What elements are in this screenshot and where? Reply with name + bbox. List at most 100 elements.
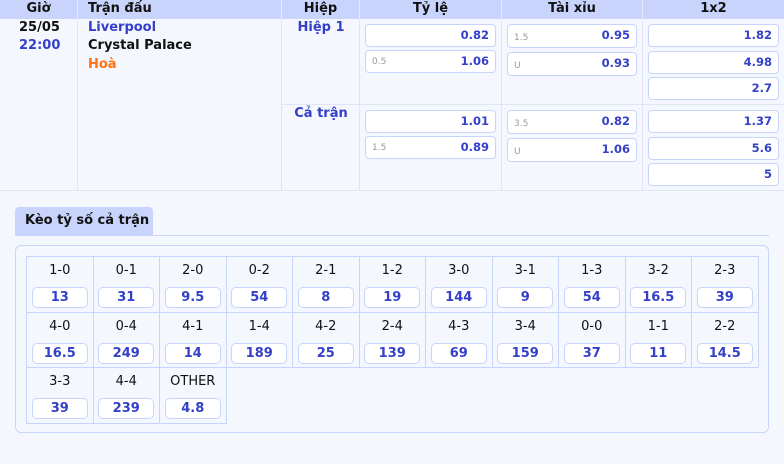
score-label: 1-2 (381, 263, 403, 278)
score-odds-button[interactable]: 9 (497, 287, 554, 308)
handicap-line: 0.5 (372, 57, 387, 67)
score-label: 3-0 (448, 263, 470, 278)
draw-label: Hoà (88, 57, 117, 72)
score-cell: 3-4 159 (492, 312, 559, 368)
score-label: 3-3 (49, 374, 71, 389)
score-odds-button[interactable]: 239 (98, 398, 155, 419)
overunder-odds-button[interactable]: 3.5 0.82 (507, 110, 637, 134)
score-cell: 2-0 9.5 (160, 257, 227, 313)
handicap-odds: 0.82 (460, 28, 489, 42)
overunder-odds-button[interactable]: U 0.93 (507, 52, 637, 76)
table-header: Giờ Trận đấu Hiệp Tỷ lệ Tài xỉu 1x2 (0, 0, 784, 19)
overunder-odds: 0.93 (601, 56, 630, 70)
1x2-odds-button[interactable]: 1.82 (648, 24, 779, 47)
score-odds-button[interactable]: 13 (31, 287, 88, 308)
score-odds-button[interactable]: 25 (297, 342, 354, 364)
score-odds-button[interactable]: 8 (297, 287, 354, 308)
score-cell: 1-3 54 (559, 257, 626, 313)
score-cell: 0-1 31 (93, 257, 160, 313)
score-odds-button[interactable]: 39 (31, 398, 88, 419)
overunder-line: 1.5 (514, 33, 529, 43)
score-odds-button[interactable]: 54 (231, 287, 288, 308)
score-odds-button[interactable]: 14.5 (696, 342, 753, 364)
handicap-odds: 1.01 (460, 114, 489, 128)
score-label: 2-4 (381, 318, 403, 334)
score-odds-button[interactable]: 159 (497, 342, 554, 364)
score-label: 0-2 (248, 263, 270, 278)
score-odds-button[interactable]: 11 (630, 342, 687, 364)
match-time: 22:00 (19, 38, 61, 53)
score-label: 4-0 (49, 318, 71, 334)
overunder-odds-button[interactable]: U 1.06 (507, 138, 637, 162)
handicap-odds: 0.89 (460, 140, 489, 154)
score-odds-button[interactable]: 19 (364, 287, 421, 308)
correct-score-grid: 1-0 13 0-1 31 2-0 9.5 0-2 54 2-1 8 1-2 19 3-0 144 3-1 9… (26, 256, 759, 424)
1x2-odds-button[interactable]: 4.98 (648, 50, 779, 74)
1x2-odds-button[interactable]: 2.7 (648, 77, 779, 100)
score-cell: 4-1 14 (160, 312, 227, 368)
overunder-line: U (514, 147, 521, 157)
score-odds-button[interactable]: 69 (430, 342, 487, 364)
score-cell: 2-1 8 (293, 257, 360, 313)
score-odds-button[interactable]: 31 (98, 287, 155, 308)
1x2-odds-button[interactable]: 5 (648, 163, 779, 186)
score-label: 2-2 (714, 318, 736, 334)
score-odds-button[interactable]: 16.5 (630, 287, 687, 308)
score-cell: 2-3 39 (692, 257, 759, 313)
score-odds-button[interactable]: 189 (231, 342, 288, 364)
handicap-odds-button[interactable]: 0.82 (365, 24, 496, 47)
score-odds-button[interactable]: 4.8 (164, 398, 221, 419)
score-label: 0-0 (581, 318, 603, 334)
handicap-odds-button[interactable]: 0.5 1.06 (365, 50, 496, 73)
score-odds-button[interactable]: 14 (164, 342, 221, 364)
period-label: Cả trận (294, 106, 348, 121)
handicap-odds-button[interactable]: 1.01 (365, 110, 496, 133)
handicap-odds-button[interactable]: 1.5 0.89 (365, 136, 496, 159)
home-team[interactable]: Liverpool (88, 20, 157, 35)
score-cell: 4-0 16.5 (27, 312, 94, 368)
score-cell: 4-3 69 (426, 312, 493, 368)
score-odds-button[interactable]: 39 (696, 287, 753, 308)
overunder-odds: 0.95 (601, 28, 630, 42)
score-label: 0-4 (115, 318, 137, 334)
score-odds-button[interactable]: 37 (563, 342, 620, 364)
score-cell: 1-1 11 (625, 312, 692, 368)
score-label: 4-3 (448, 318, 470, 334)
score-odds-button[interactable]: 249 (98, 342, 155, 364)
1x2-odds-button[interactable]: 5.6 (648, 136, 779, 160)
score-odds-button[interactable]: 16.5 (31, 342, 88, 364)
score-odds-button[interactable]: 9.5 (164, 287, 221, 308)
overunder-line: U (514, 61, 521, 71)
score-cell: 4-2 25 (293, 312, 360, 368)
score-label: 2-1 (315, 263, 337, 278)
correct-score-panel (15, 245, 769, 433)
overunder-odds: 1.06 (601, 142, 630, 156)
score-odds-button[interactable]: 139 (364, 342, 421, 364)
score-cell: 3-3 39 (27, 368, 94, 424)
score-label: 1-4 (248, 318, 270, 334)
score-label: 3-4 (514, 318, 536, 334)
score-cell: 0-2 54 (226, 257, 293, 313)
score-cell: 1-0 13 (27, 257, 94, 313)
overunder-odds-button[interactable]: 1.5 0.95 (507, 24, 637, 48)
score-label: 4-4 (115, 374, 137, 389)
1x2-odds-button[interactable]: 1.37 (648, 110, 779, 133)
score-label: 2-0 (182, 263, 204, 278)
header-handicap: Tỷ lệ (360, 0, 502, 19)
overunder-line: 3.5 (514, 119, 529, 129)
period-label: Hiệp 1 (297, 20, 345, 35)
score-cell: 2-2 14.5 (692, 312, 759, 368)
overunder-odds: 0.82 (601, 114, 630, 128)
score-label: 4-2 (315, 318, 337, 334)
score-label: 3-1 (514, 263, 536, 278)
header-1x2: 1x2 (700, 1, 727, 16)
score-label: 1-1 (647, 318, 669, 334)
tab-correct-score[interactable]: Kèo tỷ số cả trận (15, 207, 153, 235)
score-cell: 3-1 9 (492, 257, 559, 313)
score-odds-button[interactable]: 144 (430, 287, 487, 308)
score-cell: 3-2 16.5 (625, 257, 692, 313)
score-odds-button[interactable]: 54 (563, 287, 620, 308)
away-team[interactable]: Crystal Palace (88, 38, 192, 53)
header-match: Trận đấu (78, 0, 282, 19)
score-label: OTHER (170, 374, 216, 389)
